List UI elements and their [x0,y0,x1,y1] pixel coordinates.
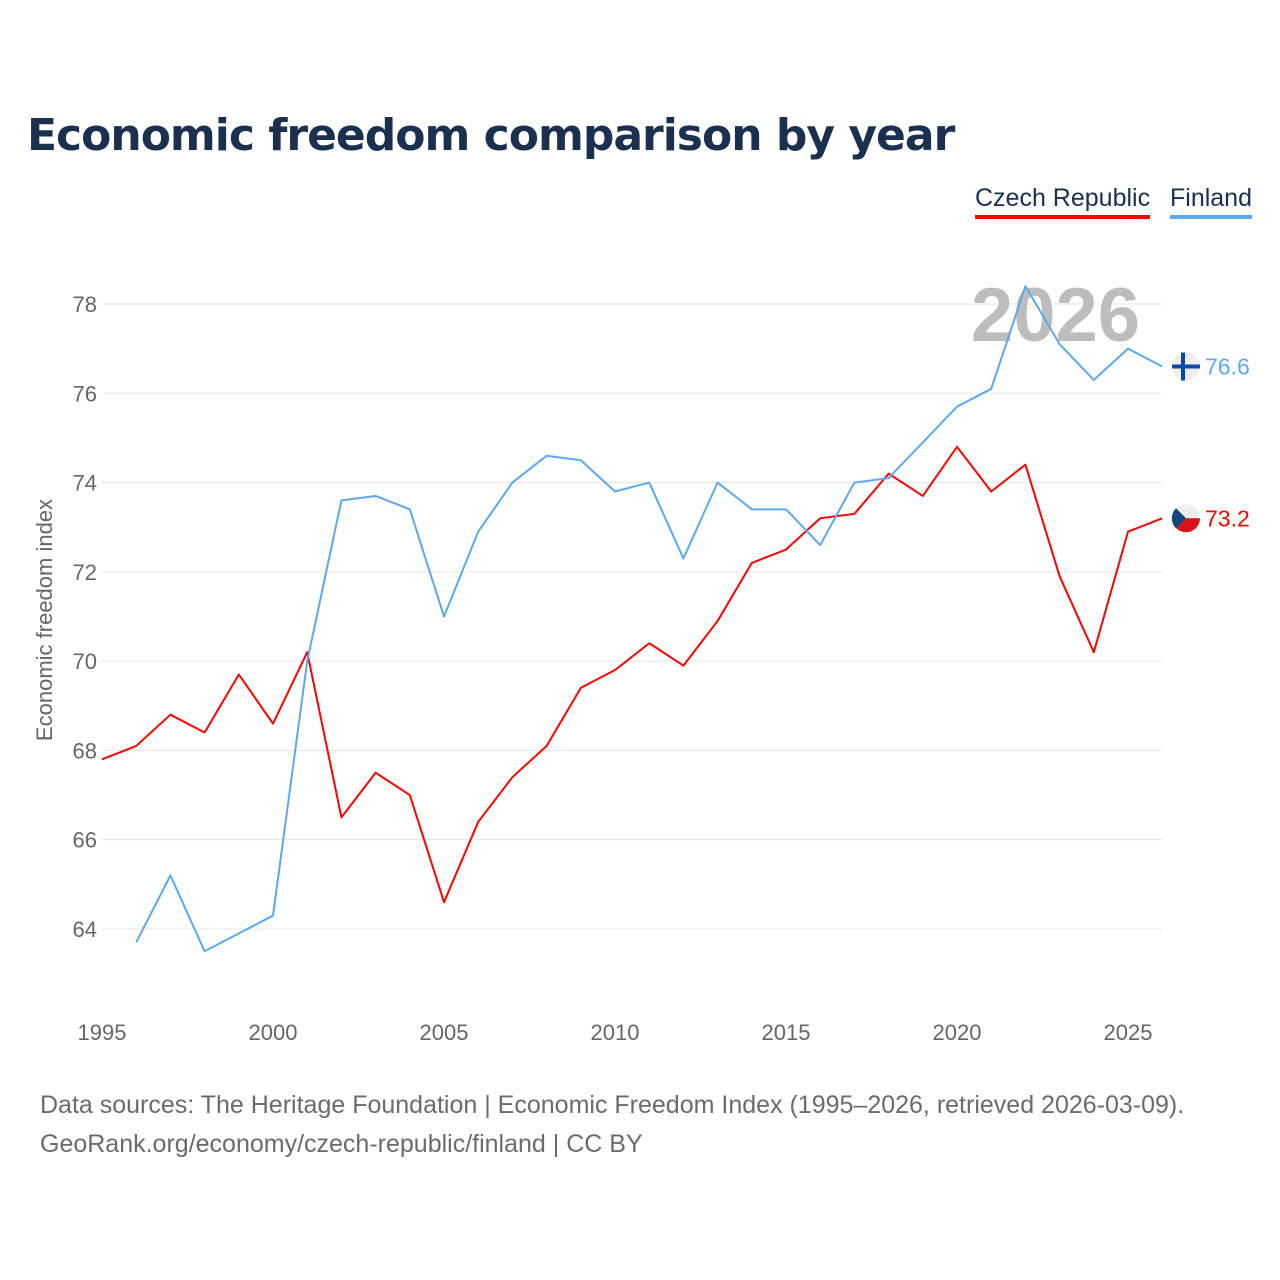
legend-czech-republic[interactable]: Czech Republic [975,184,1151,219]
x-tick-label: 2000 [249,1020,298,1045]
x-tick-label: 2010 [591,1020,640,1045]
y-tick-label: 76 [73,381,97,406]
x-tick-label: 2015 [762,1020,811,1045]
series-line-finland [135,285,1163,953]
x-tick-label: 2020 [933,1020,982,1045]
y-tick-label: 74 [73,471,97,496]
chart-title: Economic freedom comparison by year [27,110,955,161]
x-tick-label: 1995 [78,1020,127,1045]
end-value-label: 73.2 [1205,505,1250,531]
year-watermark: 2026 [971,273,1140,358]
y-tick-label: 66 [73,828,97,853]
x-tick-label: 2005 [420,1020,469,1045]
finland-flag-cross [1181,352,1185,381]
footer: Data sources: The Heritage Foundation | … [40,1086,1184,1164]
source-link[interactable]: GeoRank.org/economy/czech-republic/finla… [40,1130,643,1158]
end-value-label: 76.6 [1205,353,1250,379]
series-line-czech-republic [101,445,1163,904]
y-axis-label: Economic freedom index [32,499,57,741]
finland-flag-cross [1172,364,1200,369]
y-tick-label: 64 [73,917,97,942]
y-tick-label: 68 [73,738,97,763]
x-tick-label: 2025 [1104,1020,1153,1045]
y-tick-label: 70 [73,649,97,674]
y-tick-label: 78 [73,292,97,317]
czech-flag-triangle [1171,508,1186,529]
legend-finland[interactable]: Finland [1170,184,1252,219]
source-note: Data sources: The Heritage Foundation | … [40,1091,1185,1119]
y-tick-label: 72 [73,560,97,585]
